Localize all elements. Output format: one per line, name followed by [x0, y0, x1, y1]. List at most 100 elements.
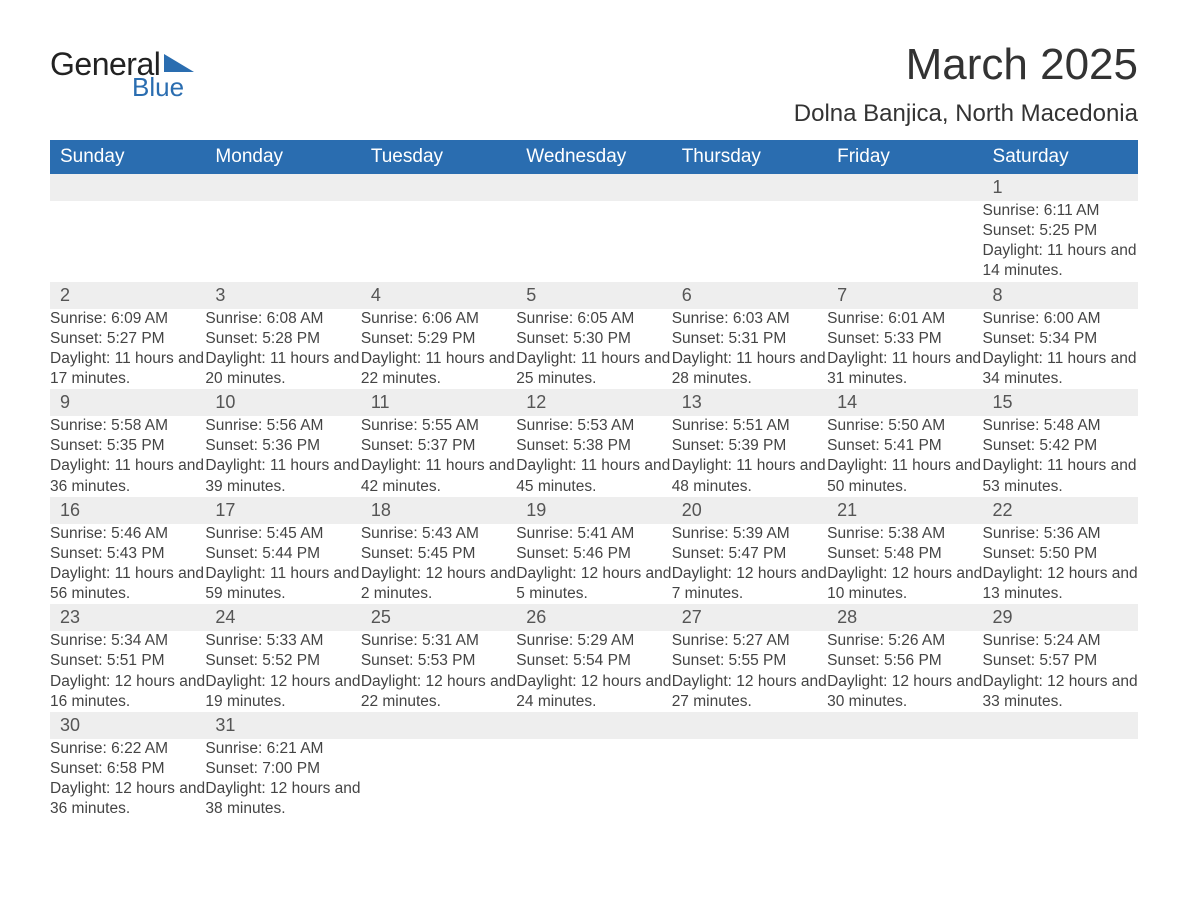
day-number: 4	[361, 282, 516, 309]
week-info-row: Sunrise: 6:09 AMSunset: 5:27 PMDaylight:…	[50, 309, 1138, 390]
day-info-cell: Sunrise: 5:29 AMSunset: 5:54 PMDaylight:…	[516, 631, 671, 712]
day-number-cell: 30	[50, 712, 205, 739]
day-number-cell: 9	[50, 389, 205, 416]
sunrise-line: Sunrise: 5:27 AM	[672, 631, 827, 651]
daylight-line: Daylight: 12 hours and 2 minutes.	[361, 564, 516, 604]
day-number-cell: 4	[361, 282, 516, 309]
day-info-cell: Sunrise: 5:51 AMSunset: 5:39 PMDaylight:…	[672, 416, 827, 497]
sunset-line: Sunset: 5:38 PM	[516, 436, 671, 456]
day-number: 17	[205, 497, 360, 524]
sunrise-line: Sunrise: 5:55 AM	[361, 416, 516, 436]
day-number-cell: 20	[672, 497, 827, 524]
day-number-cell: 27	[672, 604, 827, 631]
daylight-line: Daylight: 12 hours and 19 minutes.	[205, 672, 360, 712]
col-friday: Friday	[827, 140, 982, 174]
sunrise-line: Sunrise: 5:31 AM	[361, 631, 516, 651]
day-number-cell: 2	[50, 282, 205, 309]
day-number-cell: 18	[361, 497, 516, 524]
daylight-line: Daylight: 11 hours and 53 minutes.	[983, 456, 1138, 496]
sunset-line: Sunset: 5:36 PM	[205, 436, 360, 456]
week-info-row: Sunrise: 5:58 AMSunset: 5:35 PMDaylight:…	[50, 416, 1138, 497]
day-number: 6	[672, 282, 827, 309]
day-info-cell: Sunrise: 5:31 AMSunset: 5:53 PMDaylight:…	[361, 631, 516, 712]
week-daynum-row: 23242526272829	[50, 604, 1138, 631]
sunset-line: Sunset: 5:30 PM	[516, 329, 671, 349]
day-number-cell: 17	[205, 497, 360, 524]
sunset-line: Sunset: 5:44 PM	[205, 544, 360, 564]
day-number: 11	[361, 389, 516, 416]
day-info-cell: Sunrise: 6:03 AMSunset: 5:31 PMDaylight:…	[672, 309, 827, 390]
daylight-line: Daylight: 11 hours and 42 minutes.	[361, 456, 516, 496]
day-number-cell: 10	[205, 389, 360, 416]
day-info-cell: Sunrise: 5:43 AMSunset: 5:45 PMDaylight:…	[361, 524, 516, 605]
title-block: March 2025 Dolna Banjica, North Macedoni…	[794, 40, 1138, 128]
day-number-cell: 14	[827, 389, 982, 416]
daylight-line: Daylight: 11 hours and 17 minutes.	[50, 349, 205, 389]
day-number-cell: 28	[827, 604, 982, 631]
day-number-cell: 31	[205, 712, 360, 739]
sunrise-line: Sunrise: 6:22 AM	[50, 739, 205, 759]
sunrise-line: Sunrise: 5:34 AM	[50, 631, 205, 651]
daylight-line: Daylight: 11 hours and 45 minutes.	[516, 456, 671, 496]
day-number-cell	[983, 712, 1138, 739]
day-info-cell: Sunrise: 6:08 AMSunset: 5:28 PMDaylight:…	[205, 309, 360, 390]
sunset-line: Sunset: 5:45 PM	[361, 544, 516, 564]
sunrise-line: Sunrise: 5:39 AM	[672, 524, 827, 544]
col-wednesday: Wednesday	[516, 140, 671, 174]
daylight-line: Daylight: 12 hours and 33 minutes.	[983, 672, 1138, 712]
sunrise-line: Sunrise: 5:26 AM	[827, 631, 982, 651]
sunrise-line: Sunrise: 5:48 AM	[983, 416, 1138, 436]
daylight-line: Daylight: 11 hours and 25 minutes.	[516, 349, 671, 389]
day-number: 9	[50, 389, 205, 416]
sunrise-line: Sunrise: 6:00 AM	[983, 309, 1138, 329]
daylight-line: Daylight: 11 hours and 22 minutes.	[361, 349, 516, 389]
daylight-line: Daylight: 12 hours and 24 minutes.	[516, 672, 671, 712]
day-header-row: Sunday Monday Tuesday Wednesday Thursday…	[50, 140, 1138, 174]
day-number: 15	[983, 389, 1138, 416]
sunset-line: Sunset: 5:29 PM	[361, 329, 516, 349]
daylight-line: Daylight: 11 hours and 36 minutes.	[50, 456, 205, 496]
sunset-line: Sunset: 5:53 PM	[361, 651, 516, 671]
col-monday: Monday	[205, 140, 360, 174]
day-number-cell	[516, 174, 671, 201]
day-info-cell: Sunrise: 5:53 AMSunset: 5:38 PMDaylight:…	[516, 416, 671, 497]
day-number-cell: 16	[50, 497, 205, 524]
daylight-line: Daylight: 11 hours and 39 minutes.	[205, 456, 360, 496]
sunset-line: Sunset: 5:41 PM	[827, 436, 982, 456]
day-number: 31	[205, 712, 360, 739]
day-info-cell: Sunrise: 5:27 AMSunset: 5:55 PMDaylight:…	[672, 631, 827, 712]
day-info-cell	[672, 739, 827, 820]
day-info-cell: Sunrise: 5:36 AMSunset: 5:50 PMDaylight:…	[983, 524, 1138, 605]
sunset-line: Sunset: 5:46 PM	[516, 544, 671, 564]
daylight-line: Daylight: 12 hours and 38 minutes.	[205, 779, 360, 819]
day-number: 8	[983, 282, 1138, 309]
sunset-line: Sunset: 5:52 PM	[205, 651, 360, 671]
sunset-line: Sunset: 5:50 PM	[983, 544, 1138, 564]
daylight-line: Daylight: 11 hours and 48 minutes.	[672, 456, 827, 496]
day-info-cell	[50, 201, 205, 282]
day-number: 20	[672, 497, 827, 524]
day-number-cell: 11	[361, 389, 516, 416]
day-number-cell: 13	[672, 389, 827, 416]
week-daynum-row: 9101112131415	[50, 389, 1138, 416]
day-info-cell: Sunrise: 5:39 AMSunset: 5:47 PMDaylight:…	[672, 524, 827, 605]
sunset-line: Sunset: 5:27 PM	[50, 329, 205, 349]
week-daynum-row: 3031	[50, 712, 1138, 739]
daylight-line: Daylight: 12 hours and 5 minutes.	[516, 564, 671, 604]
week-daynum-row: 2345678	[50, 282, 1138, 309]
day-info-cell: Sunrise: 6:21 AMSunset: 7:00 PMDaylight:…	[205, 739, 360, 820]
page-header: General Blue March 2025 Dolna Banjica, N…	[50, 40, 1138, 128]
daylight-line: Daylight: 11 hours and 31 minutes.	[827, 349, 982, 389]
sunrise-line: Sunrise: 6:01 AM	[827, 309, 982, 329]
day-info-cell: Sunrise: 6:01 AMSunset: 5:33 PMDaylight:…	[827, 309, 982, 390]
day-number-cell	[827, 174, 982, 201]
day-number-cell	[361, 712, 516, 739]
day-number-cell	[205, 174, 360, 201]
day-number: 21	[827, 497, 982, 524]
sunrise-line: Sunrise: 5:36 AM	[983, 524, 1138, 544]
sunset-line: Sunset: 5:47 PM	[672, 544, 827, 564]
day-number-cell: 25	[361, 604, 516, 631]
day-number: 27	[672, 604, 827, 631]
day-number-cell: 29	[983, 604, 1138, 631]
sunrise-line: Sunrise: 5:45 AM	[205, 524, 360, 544]
